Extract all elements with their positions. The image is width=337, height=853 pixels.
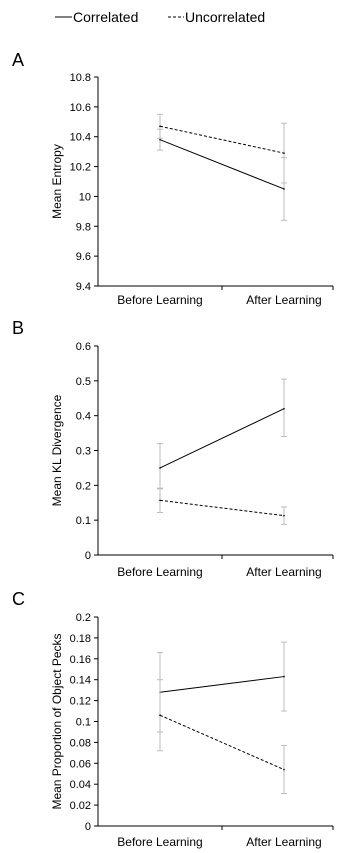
y-tick-label: 0.5 — [76, 376, 91, 388]
series-line — [159, 125, 285, 154]
panel-letter: A — [12, 50, 24, 70]
x-tick-label: After Learning — [246, 835, 321, 849]
series-uncorrelated — [157, 113, 287, 184]
series-line — [159, 408, 285, 469]
y-tick-label: 10.2 — [70, 162, 91, 174]
y-axis-label: Mean KL Divergence — [50, 394, 64, 506]
y-axis-label: Mean Entropy — [50, 144, 64, 219]
y-tick-label: 0.18 — [70, 633, 91, 645]
panel-letter: B — [12, 318, 24, 338]
y-tick-label: 10.8 — [70, 72, 91, 84]
y-tick-label: 0.06 — [70, 758, 91, 770]
data-point — [283, 768, 285, 771]
panel-a: A 9.4 9.6 9.8 10 10.2 10.4 10.6 10.8 Before Learn… — [12, 50, 334, 307]
y-tick-label: 0.3 — [76, 446, 91, 458]
legend-label-correlated: Correlated — [73, 9, 138, 25]
data-point — [159, 467, 161, 469]
x-tick-label: After Learning — [246, 293, 321, 307]
series-correlated — [157, 378, 287, 490]
data-point — [283, 188, 285, 190]
y-tick-label: 0.02 — [70, 800, 91, 812]
panel-b: B 0 0.1 0.2 0.3 0.4 0.5 0.6 Before Learning After… — [12, 318, 334, 579]
y-tick-label: 0.14 — [70, 675, 91, 687]
y-tick-label: 0.1 — [76, 717, 91, 729]
y-tick-label: 0.2 — [76, 612, 91, 624]
y-tick-label: 10 — [79, 191, 91, 203]
series-line — [159, 714, 285, 771]
y-tick-label: 0 — [85, 821, 91, 833]
data-point — [159, 499, 161, 502]
panel-letter: C — [12, 589, 25, 609]
y-tick-label: 0.16 — [70, 654, 91, 666]
data-point — [159, 138, 161, 141]
data-point — [159, 714, 161, 717]
series-uncorrelated — [157, 487, 287, 525]
x-tick-label: Before Learning — [117, 565, 202, 579]
x-tick-label: Before Learning — [117, 293, 202, 307]
series-line — [159, 499, 285, 517]
y-tick-label: 0.6 — [76, 341, 91, 353]
y-tick-label: 0 — [85, 550, 91, 562]
panels: A 9.4 9.6 9.8 10 10.2 10.4 10.6 10.8 Before Learn… — [12, 50, 334, 849]
data-point — [283, 514, 285, 517]
x-tick-label: After Learning — [246, 565, 321, 579]
data-point — [283, 152, 285, 154]
panel-c: C 0 0.02 0.04 0.06 0.08 0.1 0.12 0.14 0.16 0.18 0.2… — [12, 589, 334, 849]
y-tick-label: 0.2 — [76, 480, 91, 492]
series-line — [159, 676, 285, 693]
y-tick-label: 10.4 — [70, 132, 91, 144]
series-correlated — [157, 128, 287, 221]
y-tick-label: 10.6 — [70, 102, 91, 114]
y-tick-label: 9.8 — [76, 221, 91, 233]
data-point — [283, 407, 285, 410]
series-line — [159, 139, 285, 190]
data-point — [283, 675, 285, 678]
y-tick-label: 0.04 — [70, 779, 91, 791]
series-uncorrelated — [157, 679, 287, 795]
y-tick-label: 0.1 — [76, 515, 91, 527]
series-correlated — [157, 641, 287, 733]
y-tick-label: 9.6 — [76, 251, 91, 263]
legend-label-uncorrelated: Uncorrelated — [185, 9, 265, 25]
data-point — [159, 125, 161, 128]
x-tick-label: Before Learning — [117, 835, 202, 849]
y-tick-label: 0.12 — [70, 696, 91, 708]
y-axis-label: Mean Proportion of Object Pecks — [50, 633, 64, 809]
legend: Correlated Uncorrelated — [55, 9, 265, 25]
y-tick-label: 0.4 — [76, 411, 91, 423]
y-tick-label: 9.4 — [76, 281, 91, 293]
y-tick-label: 0.08 — [70, 737, 91, 749]
